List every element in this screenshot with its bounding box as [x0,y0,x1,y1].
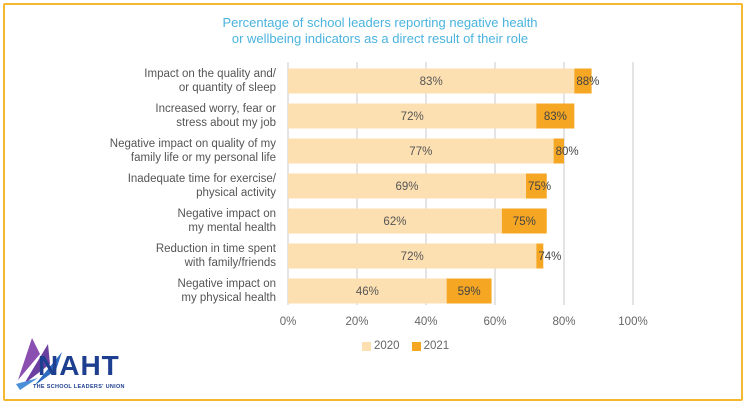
category-label-line: family life or my personal life [130,152,276,164]
category-label: Inadequate time for exercise/physical ac… [46,172,276,200]
x-tick-label: 20% [345,316,368,328]
data-label-2020: 77% [409,146,432,158]
chart-title-line-2: or wellbeing indicators as a direct resu… [231,31,529,46]
category-label-line: my mental health [188,222,276,234]
legend-label-2021: 2021 [423,340,450,352]
data-label-2020: 72% [401,111,424,123]
category-label-line: with family/friends [184,257,276,269]
bar-2020 [288,68,575,94]
bar-2020 [288,278,447,304]
bar-2020 [288,138,554,164]
data-label-2020: 72% [401,251,424,263]
legend-swatch-2020 [362,341,371,351]
logo-wordmark: NAHT [38,350,120,381]
category-label-line: Impact on the quality and/ [144,68,276,80]
category-label: Impact on the quality and/or quantity of… [46,67,276,95]
legend-item-2021: 2021 [411,340,450,352]
logo-tagline: THE SCHOOL LEADERS' UNION [33,384,125,390]
category-label: Increased worry, fear or stress about my … [46,102,276,130]
x-tick-label: 80% [552,316,575,328]
legend-item-2020: 2020 [362,340,400,352]
bar-2020 [288,173,527,199]
data-label-2021: 59% [458,286,481,298]
data-label-2021: 80% [556,146,579,158]
category-label-line: physical activity [196,187,276,199]
category-label-line: my physical health [181,292,276,304]
data-label-2021: 75% [513,216,536,228]
chart-title-line-1: Percentage of school leaders reporting n… [222,15,538,30]
bar-2020 [288,103,537,129]
category-label-line: or quantity of sleep [178,82,276,94]
category-label-line: Increased worry, fear or [155,103,276,115]
category-label-line: Negative impact on [177,208,276,220]
data-label-2021: 75% [528,181,551,193]
data-label-2020: 62% [383,216,406,228]
data-label-2020: 69% [396,181,419,193]
category-label-line: stress about my job [176,117,276,129]
legend-swatch-2021 [411,341,421,351]
x-tick-label: 100% [618,316,647,328]
chart-title: Percentage of school leaders reporting n… [150,15,610,47]
legend-label-2020: 2020 [374,340,400,352]
legend: 2020 2021 [362,340,449,352]
data-label-2020: 46% [356,286,379,298]
x-tick-label: 40% [414,316,437,328]
category-label-line: Negative impact on quality of my [109,138,276,150]
bar-2020 [288,208,502,234]
category-label-line: Inadequate time for exercise/ [127,173,276,185]
naht-logo-icon [16,338,62,390]
category-label: Negative impact on my mental health [46,207,276,235]
category-label-line: Negative impact on [177,278,276,290]
data-label-2021: 88% [576,76,599,88]
category-label: Negative impact on my physical health [46,277,276,305]
x-tick-label: 0% [280,316,297,328]
category-label: Reduction in time spent with family/frien… [46,242,276,270]
data-label-2020: 83% [420,76,443,88]
bar-2020 [288,243,537,269]
category-label-line: Reduction in time spent [155,243,276,255]
x-tick-label: 60% [483,316,506,328]
category-label: Negative impact on quality of my family l… [46,137,276,165]
data-label-2021: 83% [544,111,567,123]
data-label-2021: 74% [538,251,561,263]
